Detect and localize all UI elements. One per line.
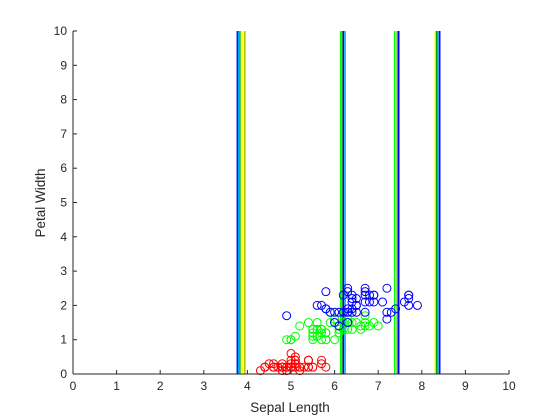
x-tick-label-6: 6 xyxy=(331,379,338,393)
vertical-lines-group xyxy=(236,31,441,374)
data-point-s2-6 xyxy=(282,311,292,321)
data-point-s2-0 xyxy=(343,283,353,293)
data-point-s0-44 xyxy=(290,355,300,365)
data-point-s0-48 xyxy=(299,362,309,372)
data-point-s1-15 xyxy=(360,321,370,331)
y-tick-label-2: 2 xyxy=(60,298,67,312)
x-tick-label-5: 5 xyxy=(288,379,295,393)
data-point-s2-14 xyxy=(321,287,331,297)
data-point-s1-17 xyxy=(321,335,331,345)
data-point-s2-24 xyxy=(360,297,370,307)
data-point-s1-35 xyxy=(330,314,340,324)
data-point-s2-17 xyxy=(404,294,414,304)
data-point-s2-47 xyxy=(351,300,361,310)
data-point-s2-32 xyxy=(347,294,357,304)
x-tick-label-4: 4 xyxy=(244,379,251,393)
data-point-s2-23 xyxy=(343,307,353,317)
data-point-s2-16 xyxy=(351,307,361,317)
y-tick-label-0: 0 xyxy=(60,367,67,381)
data-point-s0-18 xyxy=(317,359,327,369)
data-point-s2-9 xyxy=(382,283,392,293)
data-point-s2-49 xyxy=(325,307,335,317)
data-point-s1-39 xyxy=(308,324,318,334)
data-point-s0-15 xyxy=(317,355,327,365)
data-point-s1-24 xyxy=(347,324,357,334)
data-point-s2-8 xyxy=(360,307,370,317)
data-point-s1-34 xyxy=(303,318,313,328)
data-point-s2-35 xyxy=(404,290,414,300)
y-tick-label-3: 3 xyxy=(60,264,67,278)
data-point-s1-37 xyxy=(343,324,353,334)
x-tick-label-3: 3 xyxy=(200,379,207,393)
x-tick-label-2: 2 xyxy=(157,379,164,393)
data-point-s2-12 xyxy=(364,297,374,307)
data-point-s2-21 xyxy=(312,300,322,310)
x-tick-label-7: 7 xyxy=(375,379,382,393)
y-tick-label-4: 4 xyxy=(60,230,67,244)
data-point-s1-16 xyxy=(312,318,322,328)
y-axis-label: Petal Width xyxy=(33,168,48,237)
data-point-s1-7 xyxy=(282,335,292,345)
data-point-s0-46 xyxy=(290,362,300,372)
data-point-s0-45 xyxy=(277,359,287,369)
data-point-s2-30 xyxy=(391,304,401,314)
y-tick-label-1: 1 xyxy=(60,333,67,347)
data-point-s2-29 xyxy=(382,314,392,324)
x-tick-label-9: 9 xyxy=(462,379,469,393)
data-point-s0-42 xyxy=(260,362,270,372)
data-point-s2-34 xyxy=(334,321,344,331)
data-point-s1-12 xyxy=(330,335,340,345)
data-point-s1-27 xyxy=(360,311,370,321)
data-point-s0-47 xyxy=(269,362,279,372)
data-point-s2-45 xyxy=(360,290,370,300)
data-point-s0-20 xyxy=(303,362,313,372)
data-point-s0-31 xyxy=(303,355,313,365)
y-tick-label-8: 8 xyxy=(60,93,67,107)
data-point-s2-46 xyxy=(343,304,353,314)
data-point-s0-28 xyxy=(295,362,305,372)
data-point-s0-36 xyxy=(308,362,318,372)
tick-labels-group: 0 1 2 3 4 5 6 7 8 9 10 0 1 2 3 4 5 6 7 8 9 10 xyxy=(54,24,516,393)
data-point-s2-44 xyxy=(360,283,370,293)
data-point-s1-31 xyxy=(308,335,318,345)
data-point-s2-48 xyxy=(338,290,348,300)
data-point-s2-33 xyxy=(343,318,353,328)
data-point-s1-30 xyxy=(308,331,318,341)
data-point-s1-21 xyxy=(334,324,344,334)
data-point-s1-45 xyxy=(317,328,327,338)
x-tick-label-0: 0 xyxy=(70,379,77,393)
data-point-s1-49 xyxy=(317,324,327,334)
data-point-s2-31 xyxy=(412,300,422,310)
y-tick-label-10: 10 xyxy=(54,24,68,38)
data-point-s2-27 xyxy=(334,307,344,317)
y-tick-label-9: 9 xyxy=(60,58,67,72)
data-point-s0-26 xyxy=(286,355,296,365)
x-tick-label-1: 1 xyxy=(113,379,120,393)
x-axis-label: Sepal Length xyxy=(250,400,330,415)
data-point-s2-39 xyxy=(369,297,379,307)
data-point-s2-41 xyxy=(369,290,379,300)
data-point-s1-9 xyxy=(295,321,305,331)
x-tick-label-10: 10 xyxy=(502,379,516,393)
data-point-s0-43 xyxy=(286,348,296,358)
axes-group xyxy=(72,30,510,375)
data-point-s1-29 xyxy=(317,335,327,345)
data-point-s2-2 xyxy=(378,297,388,307)
data-points-group xyxy=(255,283,422,376)
y-tick-label-7: 7 xyxy=(60,127,67,141)
y-tick-label-5: 5 xyxy=(60,196,67,210)
data-point-s2-43 xyxy=(364,290,374,300)
data-point-s2-22 xyxy=(404,300,414,310)
data-point-s2-25 xyxy=(382,307,392,317)
y-tick-label-6: 6 xyxy=(60,161,67,175)
data-point-s1-48 xyxy=(290,331,300,341)
x-tick-label-8: 8 xyxy=(418,379,425,393)
data-point-s2-38 xyxy=(330,307,340,317)
data-point-s1-36 xyxy=(360,318,370,328)
